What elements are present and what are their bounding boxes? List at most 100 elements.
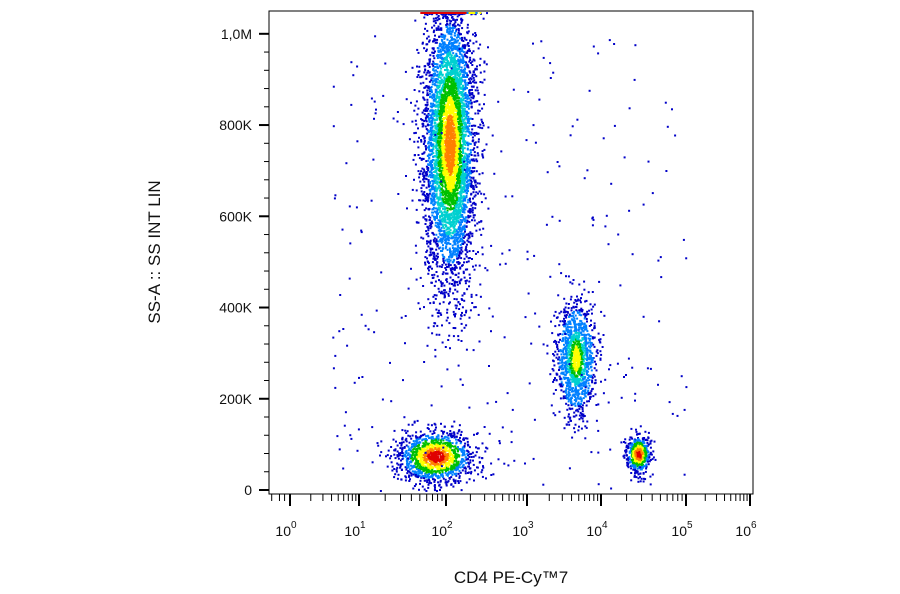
event-dot: [430, 225, 433, 228]
event-dot: [468, 198, 471, 201]
event-dot: [421, 41, 424, 44]
event-dot: [439, 65, 441, 68]
event-dot: [463, 133, 466, 136]
event-dot: [455, 253, 458, 256]
event-dot: [455, 307, 458, 310]
event-dot: [438, 143, 441, 146]
event-dot: [454, 101, 457, 104]
event-dot: [450, 30, 453, 33]
event-dot: [459, 120, 462, 123]
event-dot: [455, 116, 458, 119]
event-dot: [443, 150, 446, 153]
event-dot: [473, 142, 476, 145]
event-dot: [447, 159, 450, 162]
event-dot: [432, 158, 434, 161]
event-dot: [446, 114, 449, 117]
event-dot: [444, 152, 447, 155]
event-dot: [460, 70, 463, 73]
event-dot: [430, 124, 433, 127]
event-dot: [440, 266, 443, 268]
event-dot: [442, 194, 445, 197]
event-dot: [455, 96, 458, 99]
event-dot: [473, 219, 476, 222]
event-dot: [438, 184, 440, 187]
event-dot: [453, 143, 456, 146]
event-dot: [461, 154, 463, 157]
event-dot: [428, 39, 431, 42]
event-dot: [427, 179, 430, 182]
event-dot: [464, 81, 467, 84]
event-dot: [437, 76, 440, 78]
event-dot: [413, 109, 416, 112]
event-dot: [423, 209, 426, 212]
event-dot: [461, 250, 464, 253]
event-dot: [438, 204, 441, 206]
event-dot: [432, 20, 435, 23]
event-dot: [478, 182, 481, 185]
event-dot: [473, 151, 476, 154]
event-dot: [468, 125, 471, 128]
event-dot: [441, 100, 444, 103]
event-dot: [448, 213, 451, 216]
event-dot: [430, 77, 433, 80]
event-dot: [428, 188, 431, 191]
event-dot: [465, 184, 468, 187]
event-dot: [432, 54, 435, 57]
event-dot: [459, 210, 462, 212]
event-dot: [484, 197, 487, 200]
event-dot: [421, 75, 424, 78]
event-dot: [462, 102, 465, 105]
event-dot: [463, 226, 466, 229]
event-dot: [423, 175, 426, 178]
event-dot: [449, 28, 452, 31]
event-dot: [442, 171, 445, 174]
event-dot: [450, 237, 453, 240]
event-dot: [461, 202, 464, 205]
event-dot: [464, 79, 467, 82]
event-dot: [434, 91, 437, 94]
event-dot: [442, 217, 445, 220]
event-dot: [431, 47, 434, 50]
event-dot: [460, 186, 463, 189]
event-dot: [460, 98, 462, 101]
event-dot: [465, 38, 468, 41]
event-dot: [476, 152, 479, 155]
event-dot: [468, 97, 471, 100]
event-dot: [464, 141, 467, 144]
event-dot: [448, 152, 451, 155]
event-dot: [428, 219, 431, 221]
event-dot: [453, 158, 456, 161]
event-dot: [472, 185, 475, 187]
event-dot: [454, 315, 456, 318]
event-dot: [434, 121, 437, 124]
event-dot: [454, 157, 457, 160]
event-dot: [441, 135, 444, 138]
event-dot: [455, 30, 457, 33]
event-dot: [465, 114, 468, 117]
event-dot: [458, 14, 461, 17]
event-dot: [479, 81, 482, 83]
event-dot: [461, 167, 464, 169]
event-dot: [452, 163, 454, 166]
event-dot: [450, 39, 453, 42]
event-dot: [431, 113, 434, 116]
event-dot: [481, 120, 484, 123]
event-dot: [461, 114, 464, 117]
event-dot: [448, 322, 451, 325]
event-dot: [428, 119, 431, 122]
event-dot: [462, 125, 465, 128]
event-dot: [447, 75, 450, 78]
event-dot: [456, 200, 459, 203]
event-dot: [437, 81, 440, 84]
event-dot: [457, 64, 460, 67]
event-dot: [448, 219, 451, 222]
event-dot: [436, 217, 438, 220]
event-dot: [458, 110, 461, 113]
event-dot: [428, 80, 431, 83]
event-dot: [451, 29, 454, 32]
event-dot: [462, 243, 465, 245]
event-dot: [453, 113, 456, 116]
event-dot: [449, 115, 451, 118]
event-dot: [435, 77, 438, 80]
event-dot: [452, 279, 455, 282]
